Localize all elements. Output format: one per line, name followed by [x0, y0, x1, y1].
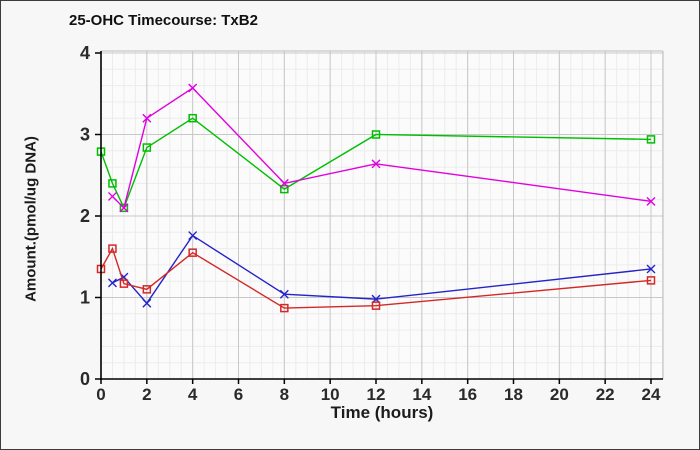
x-axis-title: Time (hours): [330, 403, 434, 422]
marker-x: [371, 159, 381, 169]
marker-square: [119, 279, 129, 288]
chart-title: 25-OHC Timecourse: TxB2: [69, 12, 258, 29]
y-tick-label: 2: [80, 206, 90, 226]
x-tick-label: 2: [142, 385, 151, 404]
marker-square: [142, 143, 152, 152]
x-tick-label: 20: [550, 385, 569, 404]
x-tick-label: 18: [504, 385, 523, 404]
y-tick-labels: 0 1 2 3 4: [80, 43, 90, 389]
series-blue-crosses: [107, 231, 656, 308]
x-tick-labels: 0 2 4 6 8 10 12 14 16 18 20 22 24: [96, 385, 661, 404]
marker-square: [646, 276, 656, 285]
marker-square: [108, 179, 117, 188]
x-tick-label: 0: [96, 385, 105, 404]
marker-square: [280, 184, 289, 194]
marker-square: [646, 135, 656, 144]
marker-square: [108, 244, 117, 253]
marker-square: [188, 248, 197, 257]
marker-x: [142, 298, 152, 308]
x-tick-label: 22: [596, 385, 615, 404]
marker-x: [279, 178, 289, 188]
marker-x: [188, 231, 198, 241]
marker-x: [646, 196, 656, 206]
y-tick-label: 3: [80, 125, 90, 145]
plot-area-background: [101, 51, 663, 379]
y-tick-label: 0: [80, 369, 90, 389]
x-tick-label: 12: [367, 385, 386, 404]
marker-square: [142, 285, 152, 294]
x-tick-label: 8: [280, 385, 289, 404]
marker-x: [188, 83, 198, 93]
marker-square: [371, 130, 381, 139]
marker-x: [119, 203, 129, 213]
marker-x: [279, 289, 289, 299]
y-tick-label: 1: [80, 288, 90, 308]
marker-x: [646, 264, 656, 274]
marker-x: [107, 191, 117, 201]
marker-x: [142, 113, 152, 123]
plot-frame: [101, 50, 664, 379]
axis-ticks: [95, 52, 652, 384]
x-tick-label: 6: [234, 385, 243, 404]
marker-x: [107, 278, 117, 288]
marker-square: [371, 301, 381, 310]
marker-square: [280, 303, 289, 313]
x-tick-label: 16: [458, 385, 477, 404]
series-magenta-crosses: [107, 83, 656, 213]
x-tick-label: 14: [412, 385, 431, 404]
x-tick-label: 24: [642, 385, 661, 404]
marker-square: [188, 113, 197, 123]
series-red-squares: [96, 244, 656, 313]
x-tick-label: 4: [188, 385, 198, 404]
x-tick-label: 10: [321, 385, 340, 404]
marker-square: [119, 203, 129, 213]
y-axis-title: Amount.(pmol/ug DNA): [22, 136, 40, 302]
y-tick-label: 4: [80, 43, 90, 63]
